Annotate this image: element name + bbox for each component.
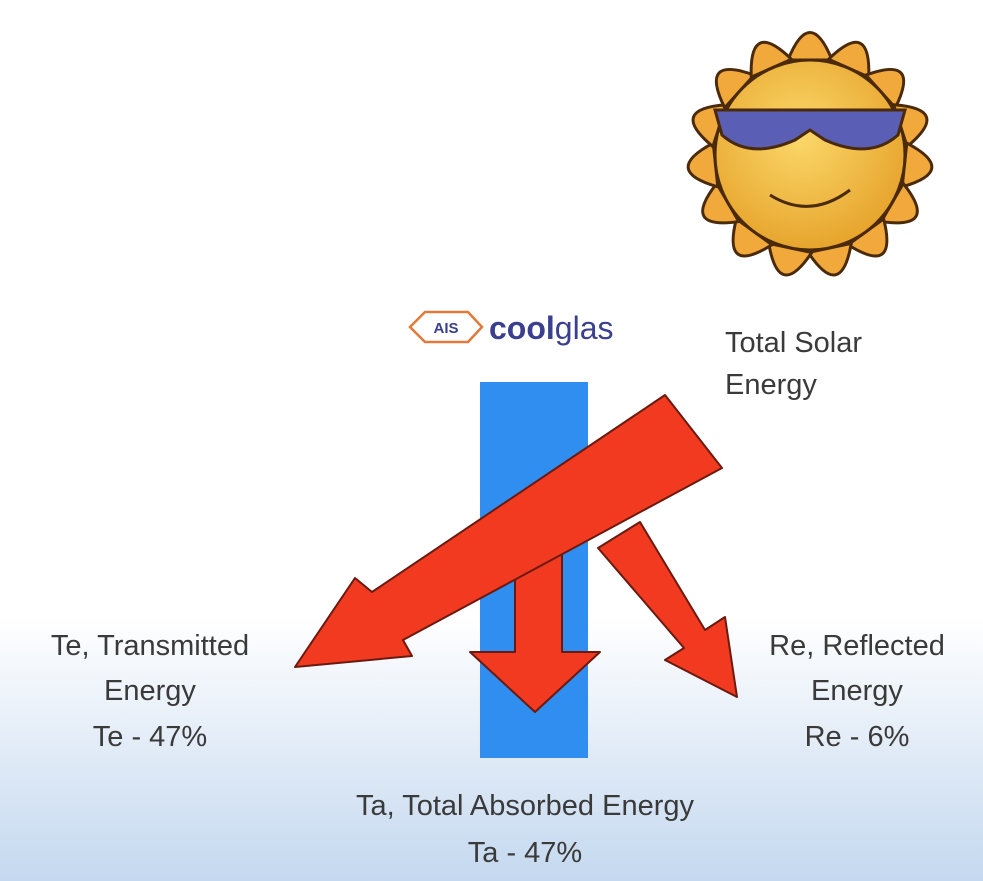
transmitted-label: Te, Transmitted (51, 630, 249, 662)
logo-mark: AIS (433, 320, 458, 337)
absorbed-label: Ta, Total Absorbed Energy (356, 790, 695, 822)
logo-name: coolglas (489, 310, 613, 346)
reflected-label: Re, Reflected (769, 630, 945, 662)
transmitted-value: Te - 47% (93, 721, 207, 753)
reflected-value: Re - 6% (805, 721, 910, 753)
absorbed-value: Ta - 47% (468, 837, 582, 869)
page: AIS coolglas Total Solar Energy Te, Tran… (0, 0, 983, 881)
source-label: Total Solar (725, 327, 862, 359)
diagram: AIS coolglas Total Solar Energy Te, Tran… (0, 0, 983, 881)
reflected-label: Energy (811, 675, 903, 707)
transmitted-label: Energy (104, 675, 196, 707)
logo-name-bold: cool (489, 310, 555, 346)
logo-name-light: glas (555, 310, 614, 346)
source-label: Energy (725, 369, 817, 401)
